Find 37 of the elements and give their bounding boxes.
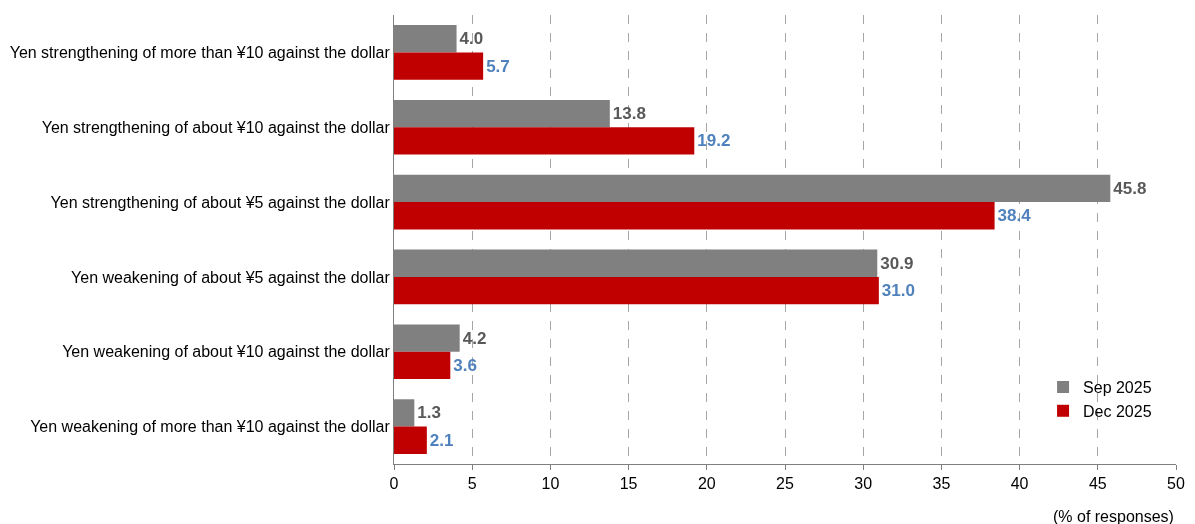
- y-tick-label: Yen strengthening of about ¥10 against the dollar: [41, 118, 391, 136]
- data-label: 3.6: [453, 355, 477, 375]
- x-tick-label: 35: [932, 475, 951, 493]
- data-label: 31.0: [881, 281, 915, 301]
- bar: [394, 426, 427, 454]
- x-tick-label: 30: [854, 475, 873, 493]
- data-label: 5.7: [486, 56, 510, 76]
- bar: [394, 351, 451, 380]
- data-label: 4.0: [459, 29, 484, 49]
- y-tick-label: Yen weakening of about ¥5 against the dollar: [71, 268, 391, 286]
- data-label: 13.8: [612, 104, 646, 124]
- x-tick-label: 20: [697, 475, 716, 493]
- x-tick-label: 5: [467, 475, 477, 493]
- data-label: 45.8: [1113, 178, 1147, 198]
- data-label: 1.3: [417, 403, 441, 423]
- x-tick-label: 40: [1010, 475, 1029, 493]
- data-label: 30.9: [880, 253, 914, 273]
- x-tick-label: 50: [1167, 475, 1185, 493]
- bar: [394, 276, 879, 305]
- x-tick-label: 25: [776, 475, 794, 493]
- x-tick-label: 45: [1088, 475, 1107, 493]
- y-tick-label: Yen strengthening of more than ¥10 against the dollar: [9, 44, 391, 62]
- y-tick-label: Yen weakening of about ¥10 against the dollar: [62, 343, 391, 361]
- x-tick-label: 10: [541, 475, 560, 493]
- data-label: 4.2: [462, 328, 487, 348]
- bar: [394, 202, 995, 230]
- x-tick-label: 15: [619, 475, 638, 493]
- y-tick-label: Yen strengthening of about ¥5 against the dollar: [50, 193, 391, 211]
- bar: [394, 52, 484, 80]
- data-label: 19.2: [697, 131, 731, 151]
- data-label: 2.1: [429, 430, 454, 450]
- legend-label: Sep 2025: [1083, 379, 1152, 397]
- x-tick-label: 0: [389, 475, 399, 493]
- legend-label: Dec 2025: [1083, 403, 1152, 421]
- y-tick-label: Yen weakening of more than ¥10 against the dollar: [30, 418, 391, 436]
- data-label: 38.4: [997, 206, 1032, 226]
- bar: [394, 127, 695, 155]
